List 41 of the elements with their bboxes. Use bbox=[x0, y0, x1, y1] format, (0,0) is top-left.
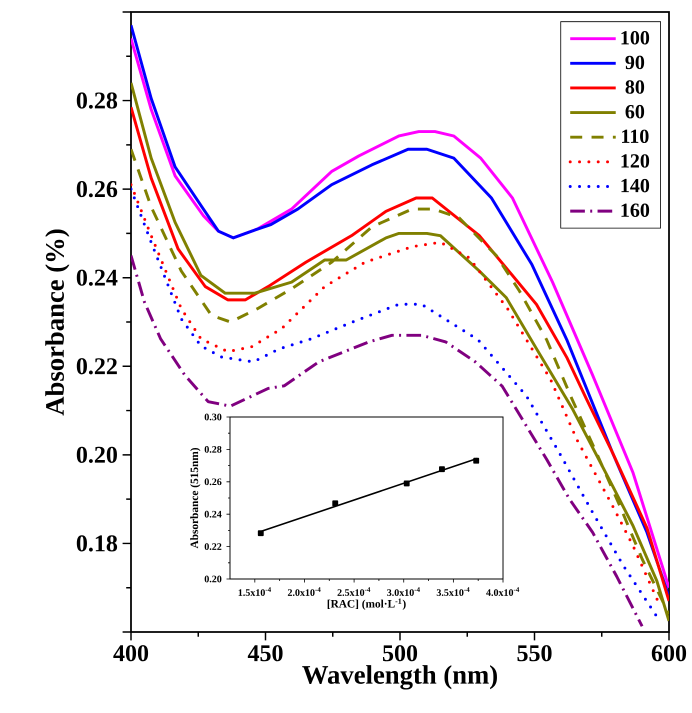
legend-label: 140 bbox=[621, 178, 650, 192]
point bbox=[404, 480, 410, 486]
y-tick-label: 0.28 bbox=[204, 446, 222, 453]
x-tick-label: 450 bbox=[248, 645, 283, 662]
x-tick-label: 2.5x10$^{-4}$ bbox=[338, 587, 370, 596]
y-tick-label: 0.20 bbox=[76, 446, 117, 463]
y-tick-label: 0.26 bbox=[76, 180, 118, 198]
x-tick-label: 2.0x10$^{-4}$ bbox=[288, 587, 321, 596]
legend-label: 80 bbox=[626, 80, 644, 94]
line-series bbox=[131, 254, 644, 628]
y-tick-label: 0.30 bbox=[204, 414, 222, 420]
x-tick-label: 600 bbox=[652, 645, 686, 662]
legend-label: 100 bbox=[621, 31, 650, 45]
y-axis-title: Absorbance (%) bbox=[45, 230, 70, 416]
y-tick-label: 0.18 bbox=[76, 535, 118, 552]
x-tick-label: 3.5x10$^{-4}$ bbox=[436, 587, 470, 596]
y-tick-label: 0.22 bbox=[76, 358, 117, 374]
x-axis-title: Wavelength (nm) bbox=[302, 665, 497, 690]
y-tick-label: 0.26 bbox=[204, 478, 222, 486]
x-tick-label: 3.0x10$^{-4}$ bbox=[387, 587, 420, 596]
y-axis-title: Absorbance (515nm) bbox=[190, 448, 200, 548]
x-tick-label: 550 bbox=[517, 645, 552, 662]
y-tick-label: 0.24 bbox=[204, 510, 222, 518]
point bbox=[332, 500, 338, 506]
y-tick-label: 0.28 bbox=[76, 92, 118, 109]
y-tick-label: 0.24 bbox=[76, 270, 118, 286]
legend-label: 90 bbox=[625, 56, 644, 70]
legend-label: 120 bbox=[621, 154, 650, 168]
point bbox=[258, 530, 264, 536]
y-tick-label: 0.20 bbox=[204, 576, 222, 582]
x-tick-label: 4.0x10$^{-4}$ bbox=[486, 587, 520, 596]
x-axis-title: [RAC] (mol·L$^{-1}$) bbox=[328, 598, 406, 610]
point bbox=[439, 466, 445, 472]
legend-label: 60 bbox=[626, 104, 644, 118]
y-tick-label: 0.22 bbox=[204, 543, 222, 550]
legend-label: 160 bbox=[621, 203, 650, 217]
x-tick-label: 1.5x10$^{-4}$ bbox=[238, 587, 272, 596]
x-tick-label: 500 bbox=[382, 645, 418, 662]
x-tick-label: 400 bbox=[113, 645, 148, 662]
point bbox=[473, 458, 480, 464]
legend-label: 110 bbox=[622, 130, 649, 144]
